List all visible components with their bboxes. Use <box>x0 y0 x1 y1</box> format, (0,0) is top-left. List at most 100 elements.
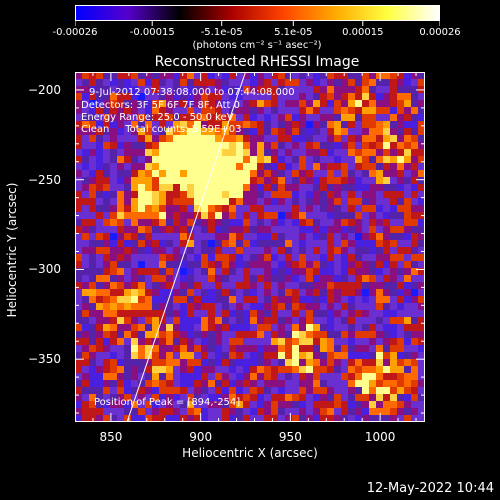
heatmap-cell <box>369 184 377 192</box>
heatmap-cell <box>194 191 202 199</box>
heatmap-cell <box>411 415 419 422</box>
heatmap-cell <box>376 233 384 241</box>
heatmap-cell <box>96 261 104 269</box>
heatmap-cell <box>250 135 258 143</box>
heatmap-cell <box>222 303 230 311</box>
heatmap-cell <box>327 352 335 360</box>
heatmap-cell <box>299 163 307 171</box>
heatmap-cell <box>152 366 160 374</box>
heatmap-cell <box>299 408 307 416</box>
heatmap-cell <box>299 128 307 136</box>
heatmap-cell <box>124 394 132 402</box>
heatmap-cell <box>264 275 272 283</box>
heatmap-cell <box>299 366 307 374</box>
heatmap-cell <box>243 303 251 311</box>
heatmap-cell <box>362 149 370 157</box>
heatmap-cell <box>208 93 216 101</box>
heatmap-cell <box>82 86 90 94</box>
heatmap-cell <box>138 205 146 213</box>
plot-frame <box>75 72 425 422</box>
heatmap-cell <box>145 401 153 409</box>
heatmap-cell <box>187 149 195 157</box>
heatmap-cell <box>369 408 377 416</box>
heatmap-cell <box>117 303 125 311</box>
heatmap-cell <box>334 317 342 325</box>
heatmap-cell <box>404 289 412 297</box>
heatmap-cell <box>117 373 125 381</box>
heatmap-cell <box>222 352 230 360</box>
heatmap-cell <box>278 240 286 248</box>
heatmap-cell <box>257 205 265 213</box>
heatmap-cell <box>390 93 398 101</box>
heatmap-cell <box>138 170 146 178</box>
heatmap-cell <box>243 114 251 122</box>
heatmap-cell <box>411 366 419 374</box>
heatmap-cell <box>250 93 258 101</box>
heatmap-cell <box>110 415 118 422</box>
heatmap-cell <box>418 268 425 276</box>
heatmap-cell <box>257 163 265 171</box>
heatmap-cell <box>152 107 160 115</box>
heatmap-cell <box>215 135 223 143</box>
heatmap-cell <box>390 170 398 178</box>
heatmap-cell <box>166 233 174 241</box>
heatmap-cell <box>327 415 335 422</box>
heatmap-cell <box>334 184 342 192</box>
heatmap-cell <box>173 142 181 150</box>
annotation-peak-position: Position of Peak = [894,-254] <box>94 397 241 408</box>
heatmap-cell <box>264 240 272 248</box>
heatmap-cell <box>411 373 419 381</box>
heatmap-cell <box>117 275 125 283</box>
heatmap-cell <box>82 198 90 206</box>
heatmap-cell <box>194 401 202 409</box>
heatmap-cell <box>299 317 307 325</box>
heatmap-cell <box>229 373 237 381</box>
heatmap-cell <box>138 93 146 101</box>
heatmap-cell <box>250 198 258 206</box>
heatmap-cell <box>376 114 384 122</box>
heatmap-cell <box>362 310 370 318</box>
heatmap-cell <box>236 324 244 332</box>
heatmap-cell <box>152 324 160 332</box>
heatmap-cell <box>348 79 356 87</box>
heatmap-cell <box>362 205 370 213</box>
heatmap-cell <box>201 156 209 164</box>
heatmap-cell <box>82 380 90 388</box>
heatmap-cell <box>390 100 398 108</box>
heatmap-cell <box>264 394 272 402</box>
heatmap-cell <box>418 324 425 332</box>
heatmap-cell <box>278 212 286 220</box>
heatmap-cell <box>376 268 384 276</box>
heatmap-cell <box>243 198 251 206</box>
heatmap-cell <box>187 282 195 290</box>
heatmap-cell <box>117 226 125 234</box>
heatmap-cell <box>271 177 279 185</box>
heatmap-cell <box>271 373 279 381</box>
heatmap-cell <box>117 296 125 304</box>
heatmap-cell <box>278 296 286 304</box>
heatmap-cell <box>369 79 377 87</box>
heatmap-cell <box>166 296 174 304</box>
heatmap-cell <box>75 359 83 367</box>
heatmap-cell <box>257 254 265 262</box>
heatmap-cell <box>285 254 293 262</box>
heatmap-cell <box>327 373 335 381</box>
heatmap-cell <box>82 226 90 234</box>
heatmap-cell <box>264 331 272 339</box>
heatmap-cell <box>334 233 342 241</box>
heatmap-cell <box>138 282 146 290</box>
heatmap-cell <box>124 415 132 422</box>
heatmap-cell <box>222 156 230 164</box>
heatmap-cell <box>187 408 195 416</box>
heatmap-cell <box>404 331 412 339</box>
heatmap-cell <box>145 219 153 227</box>
heatmap-cell <box>194 93 202 101</box>
heatmap-cell <box>390 387 398 395</box>
heatmap-cell <box>292 261 300 269</box>
heatmap-cell <box>75 268 83 276</box>
heatmap-cell <box>166 345 174 353</box>
heatmap-cell <box>341 324 349 332</box>
heatmap-cell <box>376 156 384 164</box>
heatmap-cell <box>194 156 202 164</box>
heatmap-cell <box>306 345 314 353</box>
